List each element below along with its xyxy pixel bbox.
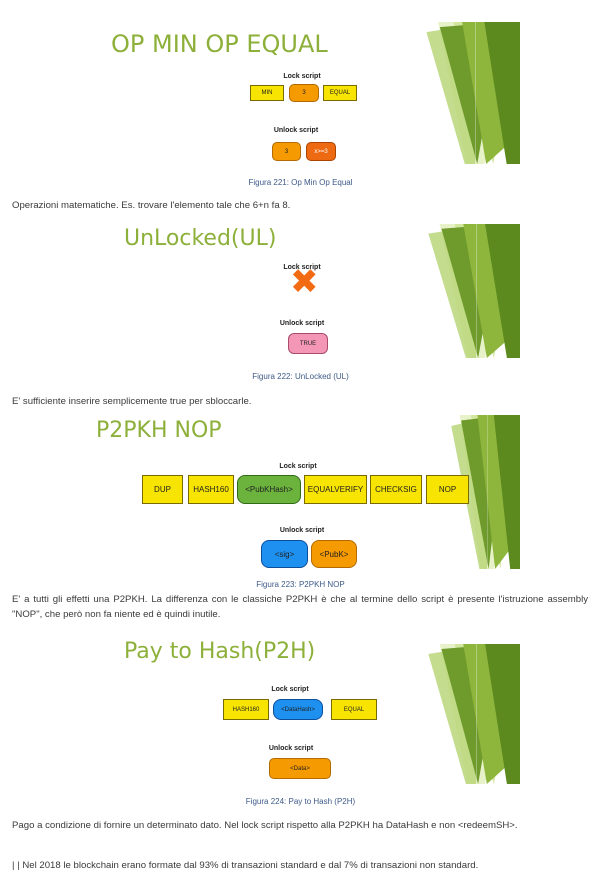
- datahash-box: <DataHash>: [273, 699, 323, 720]
- lock-script-label: Lock script: [283, 264, 321, 271]
- figure-caption: Figura 223: P2PKH NOP: [256, 580, 345, 589]
- slide-unlocked: UnLocked(UL) Lock script ✖ Unlock script…: [0, 218, 601, 381]
- paragraph: Operazioni matematiche. Es. trovare l'el…: [12, 200, 291, 211]
- op-equal-box: EQUAL: [323, 85, 357, 101]
- slide-leaf-decoration: [424, 644, 520, 784]
- lock-script-label: Lock script: [283, 73, 321, 80]
- slide-title: P2PKH NOP: [96, 418, 222, 443]
- unlock-script-label: Unlock script: [279, 320, 325, 327]
- op-nop-box: NOP: [426, 475, 469, 504]
- paragraph: | | Nel 2018 le blockchain erano formate…: [12, 860, 479, 871]
- data-box: <Data>: [269, 758, 331, 779]
- sig-box: <sig>: [261, 540, 308, 568]
- pubk-box: <PubK>: [311, 540, 357, 568]
- cross-icon: ✖: [290, 262, 319, 302]
- op-hash160-box: HASH160: [188, 475, 234, 504]
- true-box: TRUE: [288, 333, 328, 354]
- unlock-value-3-box: 3: [272, 142, 301, 161]
- figure-caption: Figura 224: Pay to Hash (P2H): [245, 797, 356, 806]
- slide-leaf-decoration: [424, 224, 520, 358]
- lock-script-label: Lock script: [271, 686, 309, 693]
- paragraph: E' sufficiente inserire semplicemente tr…: [12, 396, 252, 407]
- slide-p2pkh-nop: P2PKH NOP Lock script DUP HASH160 <PubKH…: [0, 410, 601, 590]
- op-dup-box: DUP: [142, 475, 183, 504]
- paragraph: Pago a condizione di fornire un determin…: [12, 820, 518, 831]
- unlock-condition-box: x>=3: [306, 142, 336, 161]
- lock-script-label: Lock script: [279, 463, 317, 470]
- pubkhash-box: <PubKHash>: [237, 475, 301, 504]
- slide-leaf-decoration: [422, 22, 520, 164]
- slide-title: OP MIN OP EQUAL: [111, 30, 328, 58]
- op-checksig-box: CHECKSIG: [370, 475, 422, 504]
- slide-op-min-op-equal: OP MIN OP EQUAL Lock script MIN 3 EQUAL …: [0, 0, 601, 190]
- slide-title: UnLocked(UL): [124, 226, 277, 251]
- op-equalverify-box: EQUALVERIFY: [304, 475, 367, 504]
- op-min-box: MIN: [250, 85, 284, 101]
- paragraph: E' a tutti gli effetti una P2PKH. La dif…: [12, 594, 588, 620]
- unlock-script-label: Unlock script: [268, 745, 314, 752]
- figure-caption: Figura 221: Op Min Op Equal: [248, 178, 353, 187]
- unlock-script-label: Unlock script: [279, 527, 325, 534]
- slide-pay-to-hash: Pay to Hash(P2H) Lock script HASH160 <Da…: [0, 625, 601, 810]
- op-equal-box: EQUAL: [331, 699, 377, 720]
- unlock-script-label: Unlock script: [273, 127, 319, 134]
- figure-caption: Figura 222: UnLocked (UL): [252, 372, 349, 381]
- value-3-box: 3: [289, 84, 319, 102]
- slide-title: Pay to Hash(P2H): [124, 639, 316, 664]
- op-hash160-box: HASH160: [223, 699, 269, 720]
